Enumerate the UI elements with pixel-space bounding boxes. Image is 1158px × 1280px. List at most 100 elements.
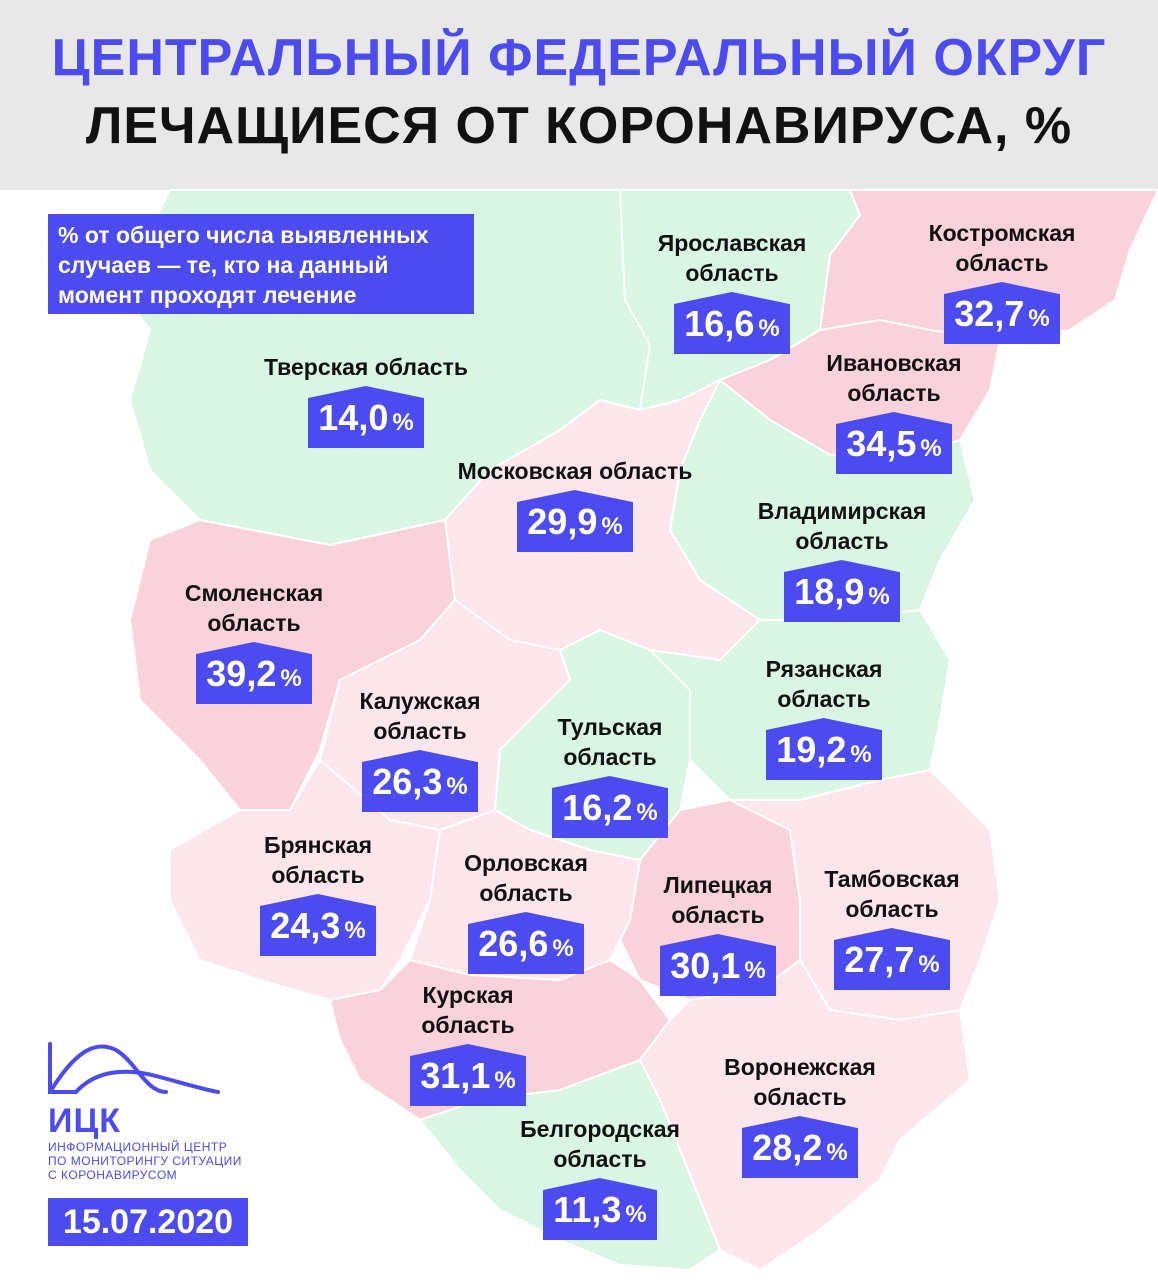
percent-sign: %: [868, 583, 890, 610]
badge-roof-icon: [517, 490, 633, 502]
badge-roof-icon: [660, 934, 776, 946]
date-badge: 15.07.2020: [48, 1198, 248, 1246]
region-name: Владимирская область: [757, 498, 927, 554]
value-badge: 24,3%: [260, 894, 376, 956]
region-name: Московская область: [457, 458, 693, 484]
region-value: 26,3: [372, 761, 443, 802]
value-badge: 29,9%: [517, 490, 633, 552]
badge-roof-icon: [196, 642, 312, 654]
region-label-smolensk: Смоленская область 39,2%: [154, 578, 354, 704]
region-label-kaluga: Калужская область 26,3%: [320, 686, 520, 812]
percent-sign: %: [920, 435, 942, 462]
region-value: 29,9: [527, 501, 598, 542]
info-note: % от общего числа выявленных случаев — т…: [48, 214, 474, 314]
region-value: 16,2: [562, 787, 633, 828]
value-badge: 26,3%: [362, 750, 478, 812]
region-label-tambov: Тамбовская область 27,7%: [792, 864, 992, 990]
region-value: 16,6: [684, 303, 755, 344]
region-name: Тверская область: [263, 354, 469, 380]
badge-roof-icon: [362, 750, 478, 762]
region-name: Брянская область: [263, 832, 373, 888]
value-badge: 18,9%: [784, 560, 900, 622]
region-value: 31,1: [420, 1055, 491, 1096]
value-badge: 11,3%: [543, 1178, 657, 1240]
region-value: 19,2: [776, 729, 847, 770]
region-value: 18,9: [794, 571, 865, 612]
percent-sign: %: [344, 917, 366, 944]
region-name: Смоленская область: [184, 580, 324, 636]
percent-sign: %: [826, 1139, 848, 1166]
itsk-logo-icon: [48, 1042, 220, 1094]
percent-sign: %: [280, 665, 302, 692]
region-label-moscow: Московская область 29,9%: [440, 456, 710, 552]
region-value: 30,1: [670, 945, 741, 986]
value-badge: 16,2%: [552, 776, 668, 838]
badge-roof-icon: [674, 292, 790, 304]
badge-roof-icon: [260, 894, 376, 906]
percent-sign: %: [494, 1067, 516, 1094]
region-value: 11,3: [553, 1189, 622, 1230]
percent-sign: %: [758, 315, 780, 342]
logo-name: ИЦК: [48, 1102, 122, 1140]
value-badge: 14,0%: [308, 386, 424, 448]
value-badge: 32,7%: [944, 282, 1060, 344]
region-value: 28,2: [752, 1127, 823, 1168]
region-label-yaroslavl: Ярославская область 16,6%: [632, 228, 832, 354]
percent-sign: %: [552, 935, 574, 962]
region-label-ryazan: Рязанская область 19,2%: [724, 654, 924, 780]
percent-sign: %: [850, 741, 872, 768]
region-label-lipetsk: Липецкая область 30,1%: [618, 870, 818, 996]
percent-sign: %: [636, 799, 658, 826]
percent-sign: %: [744, 957, 766, 984]
badge-roof-icon: [543, 1178, 657, 1190]
region-value: 26,6: [478, 923, 549, 964]
value-badge: 16,6%: [674, 292, 790, 354]
region-label-bryansk: Брянская область 24,3%: [218, 830, 418, 956]
region-label-tula: Тульская область 16,2%: [510, 712, 710, 838]
region-name: Тамбовская область: [824, 866, 960, 922]
region-name: Рязанская область: [765, 656, 883, 712]
region-name: Ярославская область: [657, 230, 807, 286]
region-value: 39,2: [206, 653, 277, 694]
region-name: Тульская область: [557, 714, 663, 770]
region-value: 34,5: [846, 423, 917, 464]
badge-roof-icon: [468, 912, 584, 924]
value-badge: 31,1%: [410, 1044, 526, 1106]
value-badge: 26,6%: [468, 912, 584, 974]
region-value: 32,7: [954, 293, 1025, 334]
region-value: 14,0: [318, 397, 389, 438]
badge-roof-icon: [742, 1116, 858, 1128]
region-label-tver: Тверская область 14,0%: [246, 352, 486, 448]
region-name: Липецкая область: [663, 872, 773, 928]
badge-roof-icon: [410, 1044, 526, 1056]
region-name: Белгородская область: [520, 1116, 680, 1172]
region-name: Орловская область: [464, 850, 588, 906]
region-label-kursk: Курская область 31,1%: [368, 980, 568, 1106]
region-label-kostroma: Костромская область 32,7%: [902, 218, 1102, 344]
title-line-2: ЛЕЧАЩИЕСЯ ОТ КОРОНАВИРУСА, %: [85, 97, 1073, 155]
region-value: 24,3: [270, 905, 341, 946]
badge-roof-icon: [766, 718, 882, 730]
percent-sign: %: [1028, 305, 1050, 332]
percent-sign: %: [392, 409, 414, 436]
region-label-voronezh: Воронежская область 28,2%: [690, 1052, 910, 1178]
percent-sign: %: [601, 513, 623, 540]
value-badge: 30,1%: [660, 934, 776, 996]
badge-roof-icon: [834, 928, 950, 940]
badge-roof-icon: [784, 560, 900, 572]
region-value: 27,7: [844, 939, 915, 980]
value-badge: 39,2%: [196, 642, 312, 704]
header-banner: ЦЕНТРАЛЬНЫЙ ФЕДЕРАЛЬНЫЙ ОКРУГ ЛЕЧАЩИЕСЯ …: [0, 0, 1158, 190]
value-badge: 34,5%: [836, 412, 952, 474]
logo-subtitle: ИНФОРМАЦИОННЫЙ ЦЕНТР ПО МОНИТОРИНГУ СИТУ…: [48, 1140, 242, 1182]
region-name: Курская область: [421, 982, 515, 1038]
percent-sign: %: [446, 773, 468, 800]
percent-sign: %: [625, 1201, 647, 1228]
region-name: Воронежская область: [724, 1054, 876, 1110]
region-label-ivanovo: Ивановская область 34,5%: [794, 348, 994, 474]
region-name: Ивановская область: [826, 350, 962, 406]
value-badge: 28,2%: [742, 1116, 858, 1178]
region-name: Калужская область: [359, 688, 481, 744]
region-name: Костромская область: [928, 220, 1076, 276]
